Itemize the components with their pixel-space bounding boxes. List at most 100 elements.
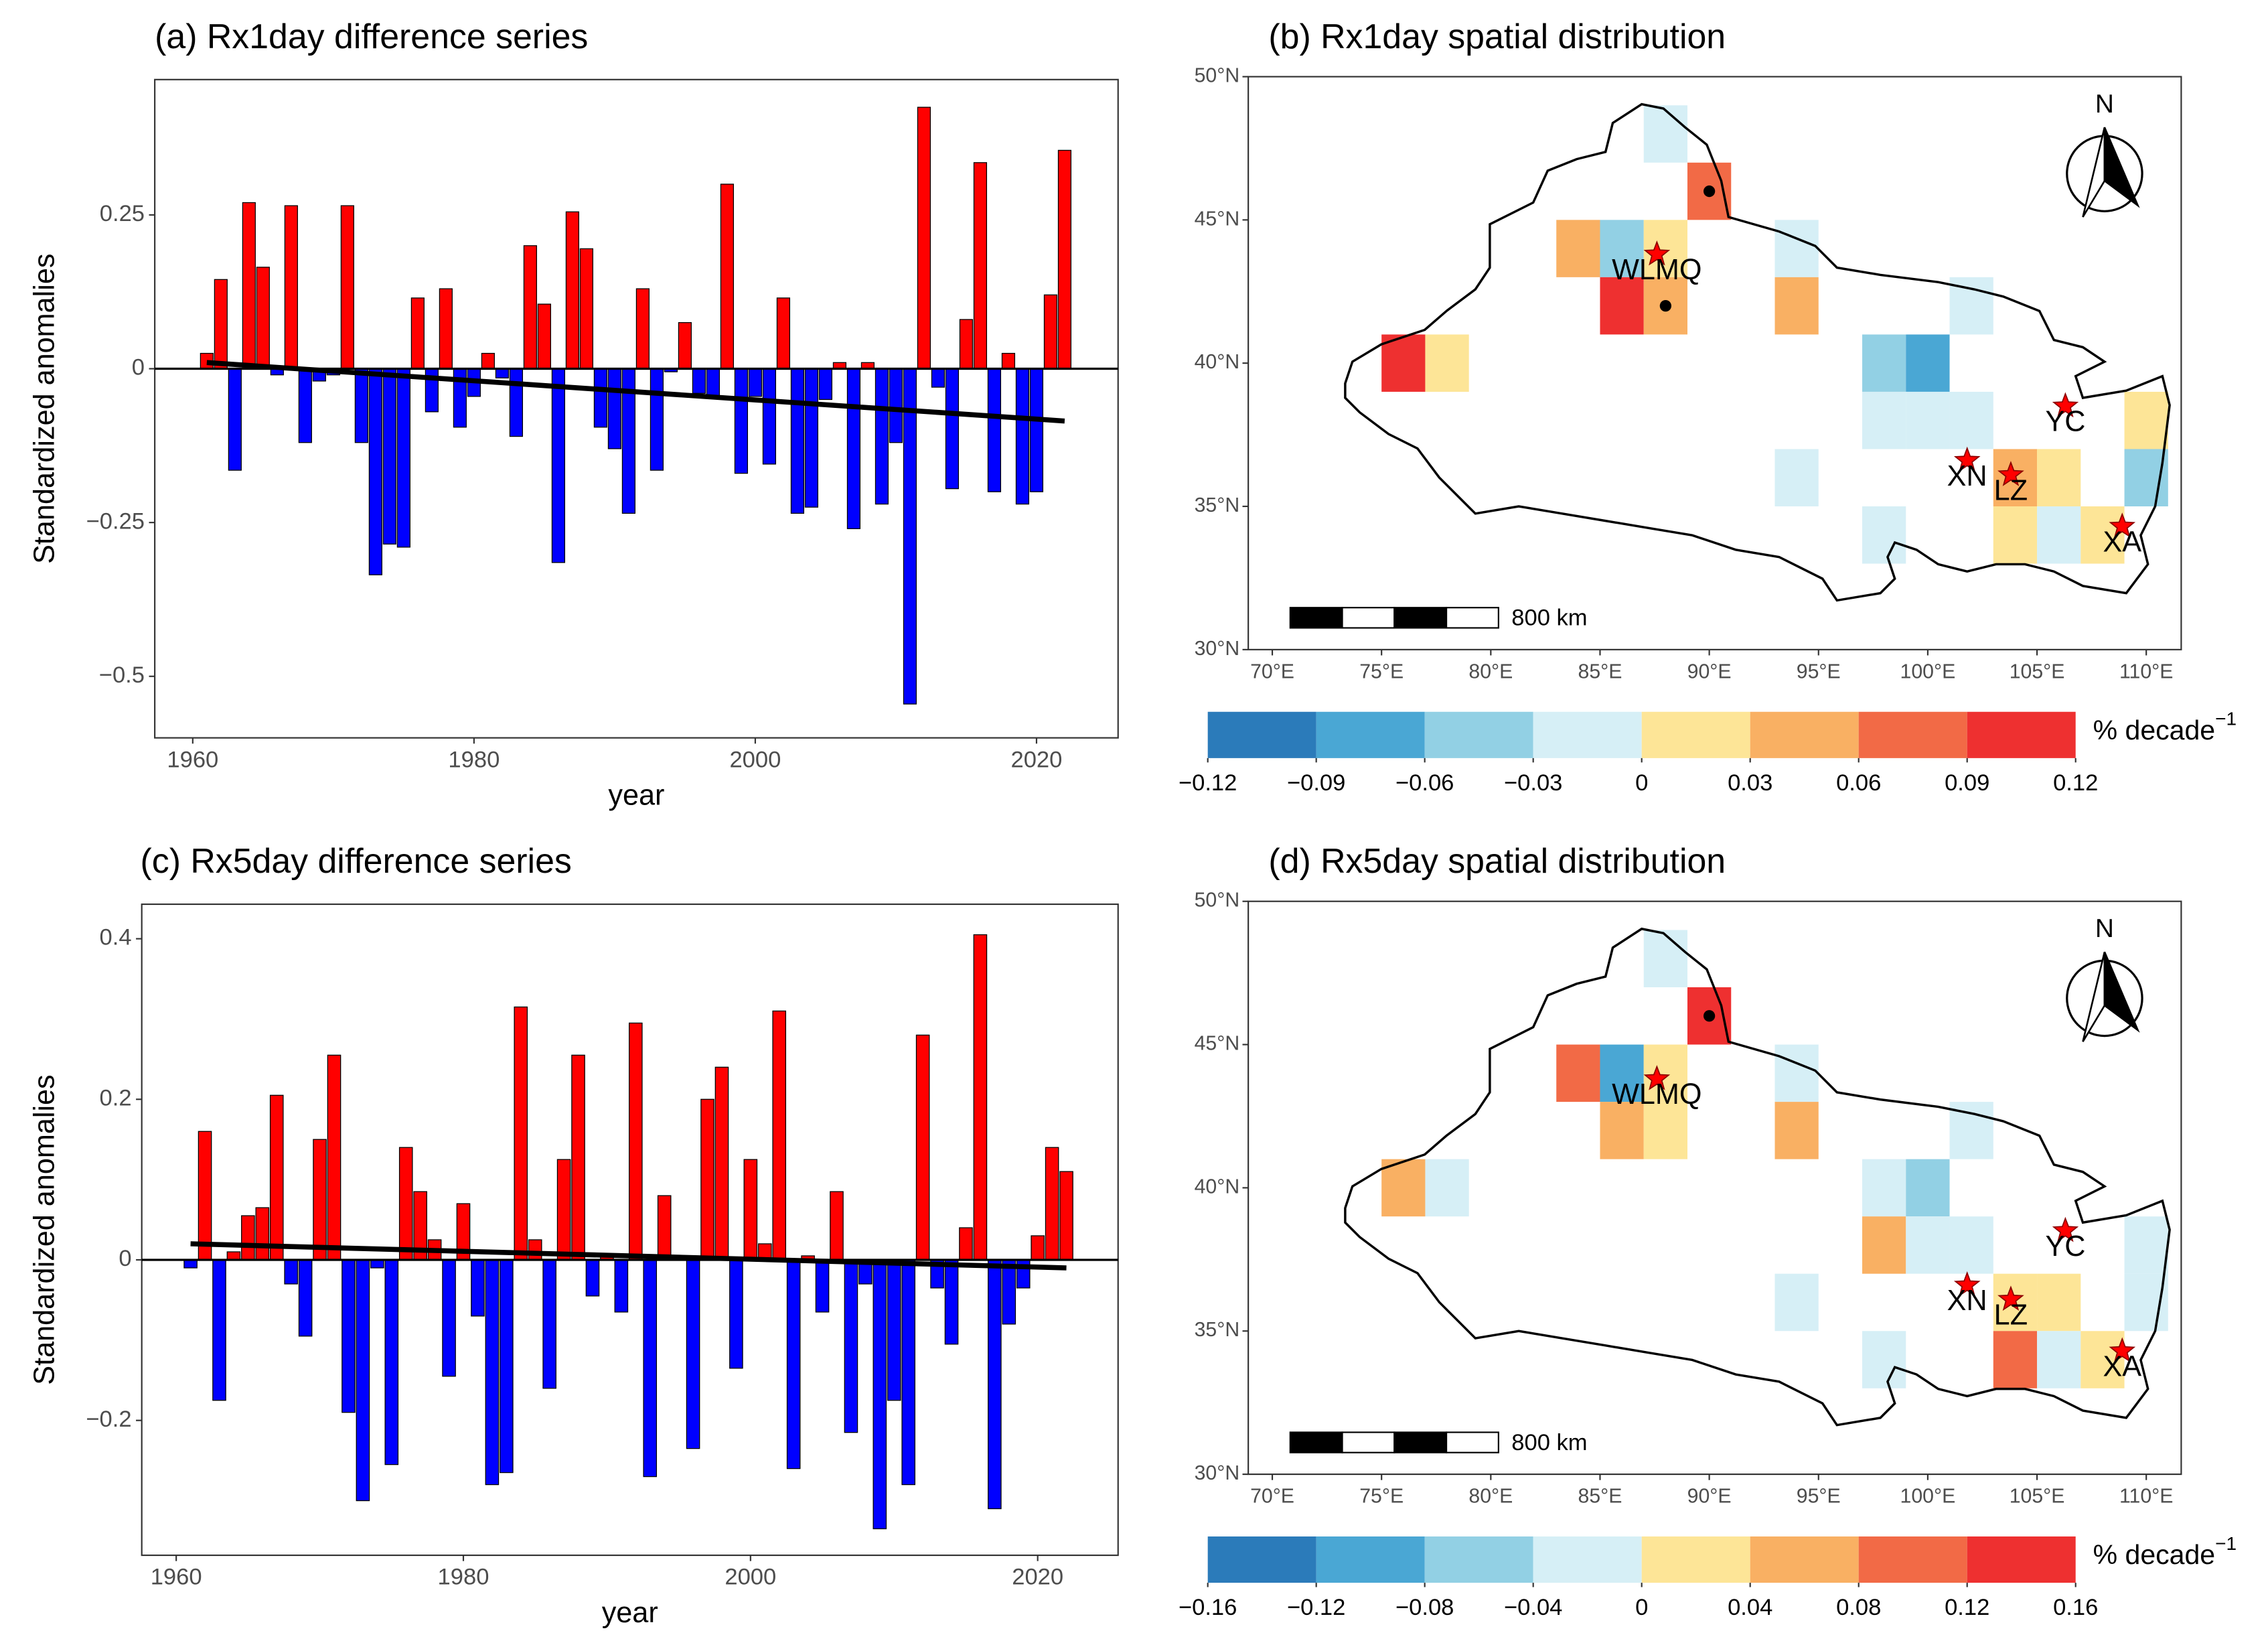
- bar: [959, 319, 974, 370]
- y-tick-label: 35°N: [1195, 1319, 1240, 1341]
- trend-line: [206, 360, 1065, 424]
- y-tick-label: 0.25: [100, 201, 145, 226]
- station-star: [1997, 461, 2024, 486]
- colorbar-bin: [1967, 1536, 2076, 1583]
- bar: [565, 211, 579, 370]
- colorbar-bin: [1424, 711, 1533, 758]
- chart-title: (a) Rx1day difference series: [155, 17, 588, 56]
- bar: [442, 1259, 456, 1377]
- bar: [1059, 1171, 1073, 1261]
- bar: [410, 297, 425, 370]
- colorbar-bin: [1750, 711, 1859, 758]
- x-tick-label: 95°E: [1797, 1486, 1841, 1508]
- grid-cell: [2124, 449, 2168, 507]
- colorbar-tick-label: −0.09: [1287, 770, 1345, 796]
- bar: [743, 1159, 758, 1261]
- bar: [298, 368, 312, 443]
- grid-cell: [1862, 334, 1906, 392]
- x-tick-label: 75°E: [1359, 1486, 1404, 1508]
- grid-cell: [1381, 334, 1426, 392]
- bar: [1015, 368, 1030, 505]
- grid-cell: [1862, 1216, 1906, 1274]
- colorbar-bin: [1750, 1536, 1859, 1583]
- bar: [830, 1191, 844, 1261]
- x-tick-label: 1960: [151, 1565, 202, 1590]
- x-tick-label: 105°E: [2010, 660, 2065, 683]
- bar: [1031, 1235, 1045, 1261]
- station-star: [2109, 1337, 2136, 1362]
- bar: [776, 297, 790, 370]
- north-label: N: [2095, 914, 2114, 943]
- grid-cell: [1643, 105, 1687, 163]
- bar: [284, 205, 298, 370]
- grid-cell: [2037, 506, 2081, 564]
- bar: [1043, 294, 1058, 370]
- colorbar-bin: [1316, 1536, 1425, 1583]
- bar: [762, 368, 776, 465]
- grid-cell: [2037, 1331, 2081, 1388]
- x-tick-label: 70°E: [1250, 1486, 1294, 1508]
- colorbar-label-sup: −1: [2215, 1533, 2237, 1554]
- x-tick-label: 80°E: [1468, 660, 1513, 683]
- colorbar-bin: [1424, 1536, 1533, 1583]
- bar: [643, 1259, 658, 1478]
- x-axis-label: year: [608, 780, 664, 812]
- bar: [804, 368, 819, 508]
- y-tick-label: 45°N: [1195, 208, 1240, 230]
- station-label: XN: [1947, 1285, 1987, 1317]
- colorbar-tick-label: 0: [1635, 1595, 1648, 1620]
- bar: [1045, 1147, 1059, 1261]
- bar: [198, 1131, 212, 1261]
- bar: [528, 1239, 542, 1261]
- y-tick-label: 30°N: [1195, 1462, 1240, 1484]
- bar: [678, 321, 692, 370]
- bar: [228, 368, 242, 471]
- colorbar-bin: [1641, 1536, 1750, 1583]
- bar: [887, 1259, 901, 1401]
- grid-cell: [1643, 1044, 1687, 1102]
- grid-cell: [1906, 391, 1950, 449]
- grid-cell: [1425, 334, 1469, 392]
- y-axis-label: Standardized anomalies: [29, 254, 61, 564]
- colorbar-tick-label: −0.16: [1179, 1595, 1237, 1620]
- grid-cell: [1643, 220, 1687, 277]
- bar: [241, 1215, 255, 1261]
- x-tick-label: 2020: [1010, 747, 1062, 772]
- station-star: [1953, 446, 1981, 472]
- y-tick-label: 30°N: [1195, 638, 1240, 660]
- bar: [706, 368, 720, 397]
- bar: [471, 1259, 485, 1317]
- grid-cell: [1862, 1159, 1906, 1217]
- bar: [988, 1259, 1002, 1510]
- y-tick-label: −0.25: [86, 508, 145, 534]
- bar: [585, 1259, 600, 1297]
- bar: [354, 368, 368, 443]
- y-tick-label: 0.4: [100, 925, 132, 950]
- grid-cell: [1774, 277, 1819, 335]
- grid-cell: [1993, 506, 2038, 564]
- colorbar-tick-label: −0.06: [1395, 770, 1454, 796]
- grid-cell: [1643, 930, 1687, 988]
- colorbar-tick-label: 0.03: [1728, 770, 1772, 796]
- bar: [327, 1054, 342, 1261]
- bar: [700, 1098, 714, 1261]
- bar: [714, 1066, 729, 1261]
- bar: [607, 368, 621, 449]
- chart-title: (d) Rx5day spatial distribution: [1268, 841, 1726, 880]
- bar: [987, 368, 1002, 492]
- bar: [772, 1010, 787, 1261]
- bar: [973, 162, 988, 370]
- bar: [481, 352, 495, 370]
- y-tick-label: 40°N: [1195, 1175, 1240, 1198]
- bar: [628, 1022, 643, 1261]
- bar: [593, 368, 607, 428]
- colorbar-tick-label: 0.04: [1728, 1595, 1772, 1620]
- bar: [931, 368, 946, 388]
- bar: [944, 1259, 959, 1345]
- bar: [571, 1054, 585, 1261]
- dot: [1703, 185, 1716, 198]
- bar: [368, 368, 382, 575]
- bar: [973, 934, 988, 1261]
- x-tick-label: 2000: [725, 1565, 776, 1590]
